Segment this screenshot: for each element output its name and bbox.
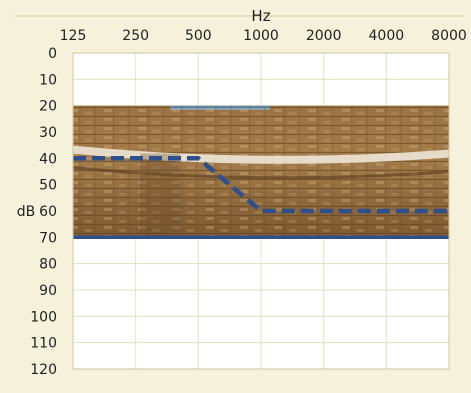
y-tick-labels: 0 10 20 30 40 50 60 70 80 90 100 110 120 [30,46,57,378]
y-axis-label: dB [17,204,36,220]
y-tick-label: 0 [48,46,57,62]
shaded-band [73,105,449,238]
x-tick-label: 500 [185,28,212,44]
x-axis-label: Hz [251,7,270,25]
x-tick-label: 4000 [369,28,405,44]
y-tick-label: 110 [30,336,57,352]
plot-frame [72,52,450,370]
x-tick-label: 250 [122,28,149,44]
series-layer [73,156,449,240]
y-tick-label: 90 [39,283,57,299]
x-tick-label: 1000 [243,28,279,44]
band-walkway [73,145,449,164]
y-tick-label: 40 [39,151,57,167]
band-stairs [140,153,180,238]
y-tick-label: 50 [39,178,57,194]
y-tick-label: 120 [30,362,57,378]
y-tick-label: 30 [39,125,57,141]
y-tick-label: 60 [39,204,57,220]
x-tick-label: 8000 [431,28,467,44]
series-line-0 [73,156,449,214]
y-tick-label: 70 [39,230,57,246]
y-tick-label: 80 [39,257,57,273]
x-tick-labels: 125 250 500 1000 2000 4000 8000 [60,28,467,44]
y-tick-label: 100 [30,309,57,325]
x-tick-label: 2000 [306,28,342,44]
y-tick-label: 10 [39,72,57,88]
y-tick-label: 20 [39,99,57,115]
x-tick-label: 125 [60,28,87,44]
band-shadow-line [73,166,449,180]
